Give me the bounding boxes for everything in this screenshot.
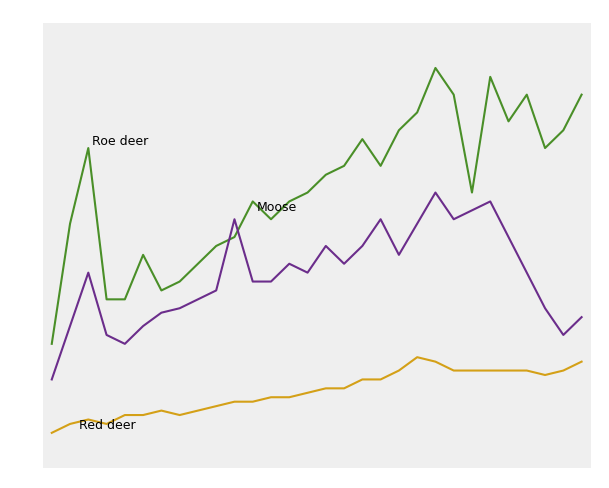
Text: Moose: Moose xyxy=(256,201,297,214)
Text: Red deer: Red deer xyxy=(79,419,136,431)
Text: Roe deer: Roe deer xyxy=(92,134,148,147)
